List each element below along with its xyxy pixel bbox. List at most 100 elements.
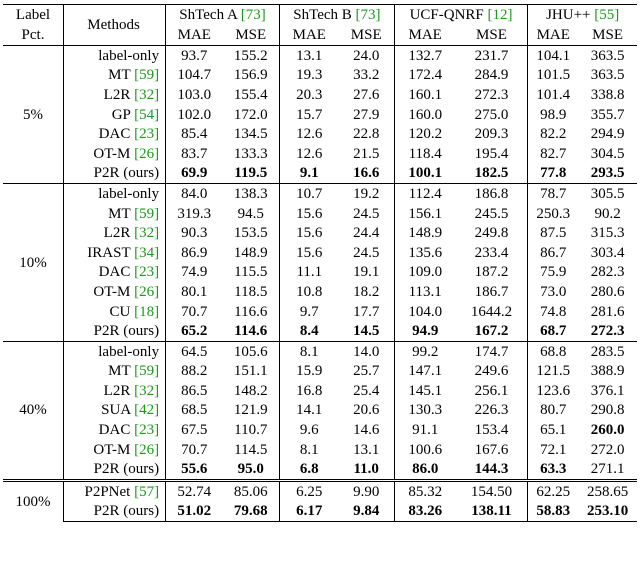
citation: [26] <box>134 441 160 458</box>
metric-value: 138.11 <box>455 501 529 523</box>
dataset-name: UCF-QNRF <box>409 7 484 23</box>
metric-value: 172.0 <box>222 104 280 125</box>
citation: [26] <box>134 145 160 162</box>
method-name: P2PNet <box>84 483 131 500</box>
metric-value: 115.5 <box>222 262 280 283</box>
metric-value: 1644.2 <box>455 301 529 322</box>
metric-value: 12.6 <box>296 145 323 162</box>
citation: [32] <box>134 86 160 103</box>
metric-value: 63.3 <box>540 461 567 478</box>
citation: [59] <box>134 67 160 84</box>
metric-value: 256.1 <box>455 381 529 401</box>
metric-value: 271.1 <box>590 461 625 478</box>
metric-value: 84.0 <box>165 183 223 204</box>
metric-value: 74.8 <box>540 303 567 320</box>
metric-value: 14.0 <box>338 340 395 362</box>
metric-value: 9.6 <box>299 422 319 439</box>
metric-value: 123.6 <box>536 382 571 399</box>
metric-value: 87.5 <box>540 225 567 242</box>
table-row: P2R (ours) 51.02 79.68 6.17 9.84 83.26 138.11 5… <box>3 501 637 523</box>
table-row: OT-M [26] 80.1 118.5 10.8 18.2 113.1 186.7 73.0… <box>3 282 637 302</box>
metric-value: 148.2 <box>222 381 280 401</box>
metric-value: 9.84 <box>338 501 395 523</box>
method-name: label-only <box>98 47 160 64</box>
method-name: label-only <box>98 343 160 360</box>
metric-value: 20.6 <box>338 400 395 421</box>
table-row: MT [59] 88.2 151.1 15.9 25.7 147.1 249.6 121.5 3… <box>3 361 637 382</box>
method-cell: CU [18] <box>63 301 167 322</box>
metric-value: 58.83 <box>527 501 579 523</box>
method-cell: label-only <box>63 340 167 362</box>
method-name: IRAST <box>87 244 131 261</box>
method-cell: P2PNet [57] <box>63 479 167 502</box>
metric-value: 51.02 <box>165 501 223 523</box>
metric-header: MAE <box>292 27 326 43</box>
metric-value: 121.9 <box>222 400 280 421</box>
method-cell: L2R [32] <box>63 381 167 401</box>
table-row: L2R [32] 90.3 153.5 15.6 24.4 148.9 249.8 87.5 3… <box>3 223 637 243</box>
metric-value: 8.1 <box>279 340 339 362</box>
metric-value: 13.1 <box>279 44 339 66</box>
metric-value: 6.17 <box>279 501 339 523</box>
citation: [34] <box>134 244 160 261</box>
citation: [18] <box>134 303 160 320</box>
method-cell: L2R [32] <box>63 85 167 105</box>
metric-value: 85.4 <box>181 126 208 143</box>
citation: [73] <box>355 7 381 23</box>
metric-value: 112.4 <box>394 183 456 204</box>
table-row: MT [59] 104.7 156.9 19.3 33.2 172.4 284.9 101.5… <box>3 65 637 86</box>
metric-value: 272.0 <box>590 441 625 458</box>
metric-value: 147.1 <box>408 363 443 380</box>
dataset-header: UCF-QNRF [12] <box>394 4 529 25</box>
metric-value: 13.1 <box>338 439 395 460</box>
metric-value: 55.6 <box>181 461 208 478</box>
results-table: Label Pct. Methods ShTech A [73] ShTech B [… <box>3 4 637 523</box>
dataset-name: ShTech A <box>179 7 237 23</box>
metric-value: 315.3 <box>590 225 625 242</box>
metric-value: 134.5 <box>222 124 280 144</box>
citation: [23] <box>134 264 160 281</box>
metric-value: 290.8 <box>590 402 625 419</box>
metric-value: 10.7 <box>279 183 339 204</box>
method-cell: OT-M [26] <box>63 143 167 164</box>
metric-value: 160.1 <box>408 86 443 103</box>
metric-value: 86.7 <box>540 244 567 261</box>
metric-value: 249.8 <box>455 223 529 243</box>
metric-value: 104.0 <box>408 303 443 320</box>
metric-value: 102.0 <box>177 106 212 123</box>
metric-value: 16.6 <box>338 163 395 184</box>
table-row: P2R (ours) 65.2 114.6 8.4 14.5 94.9 167.2 68.7 2… <box>3 321 637 342</box>
table-row: 40% label-only 64.5 105.6 8.1 14.0 99.2 174.7 68… <box>3 340 637 481</box>
dataset-header: ShTech B [73] <box>279 4 395 25</box>
table-row: CU [18] 70.7 116.6 9.7 17.7 104.0 1644.2 74.8 28… <box>3 301 637 322</box>
metric-value: 233.4 <box>455 242 529 263</box>
metric-value: 182.5 <box>455 163 529 184</box>
metric-value: 19.3 <box>296 67 323 84</box>
metric-value: 62.25 <box>527 479 579 502</box>
metric-value: 174.7 <box>455 340 529 362</box>
methods-header: Methods <box>63 4 167 46</box>
metric-value: 86.0 <box>412 461 439 478</box>
metric-value: 8.1 <box>299 441 319 458</box>
metric-value: 160.0 <box>408 106 443 123</box>
metric-value: 69.9 <box>181 165 208 182</box>
metric-value: 94.9 <box>412 323 439 340</box>
metric-value: 24.5 <box>338 203 395 224</box>
metric-header: MSE <box>222 25 280 46</box>
metric-value: 88.2 <box>181 363 208 380</box>
metric-value: 155.4 <box>222 85 280 105</box>
citation: [55] <box>594 7 620 23</box>
table-row: DAC [23] 67.5 110.7 9.6 14.6 91.1 153.4 65.1 260… <box>3 420 637 440</box>
method-name: P2R (ours) <box>93 323 160 340</box>
metric-value: 15.9 <box>296 363 323 380</box>
metric-value: 355.7 <box>590 106 625 123</box>
label-pct: 5% <box>3 44 64 184</box>
metric-value: 9.1 <box>299 165 319 182</box>
metric-value: 172.4 <box>408 67 443 84</box>
metric-value: 305.5 <box>578 183 637 204</box>
metric-value: 24.5 <box>338 242 395 263</box>
method-name: L2R <box>103 86 131 103</box>
method-name: OT-M <box>93 283 131 300</box>
metric-value: 82.2 <box>540 126 567 143</box>
citation: [23] <box>134 126 160 143</box>
